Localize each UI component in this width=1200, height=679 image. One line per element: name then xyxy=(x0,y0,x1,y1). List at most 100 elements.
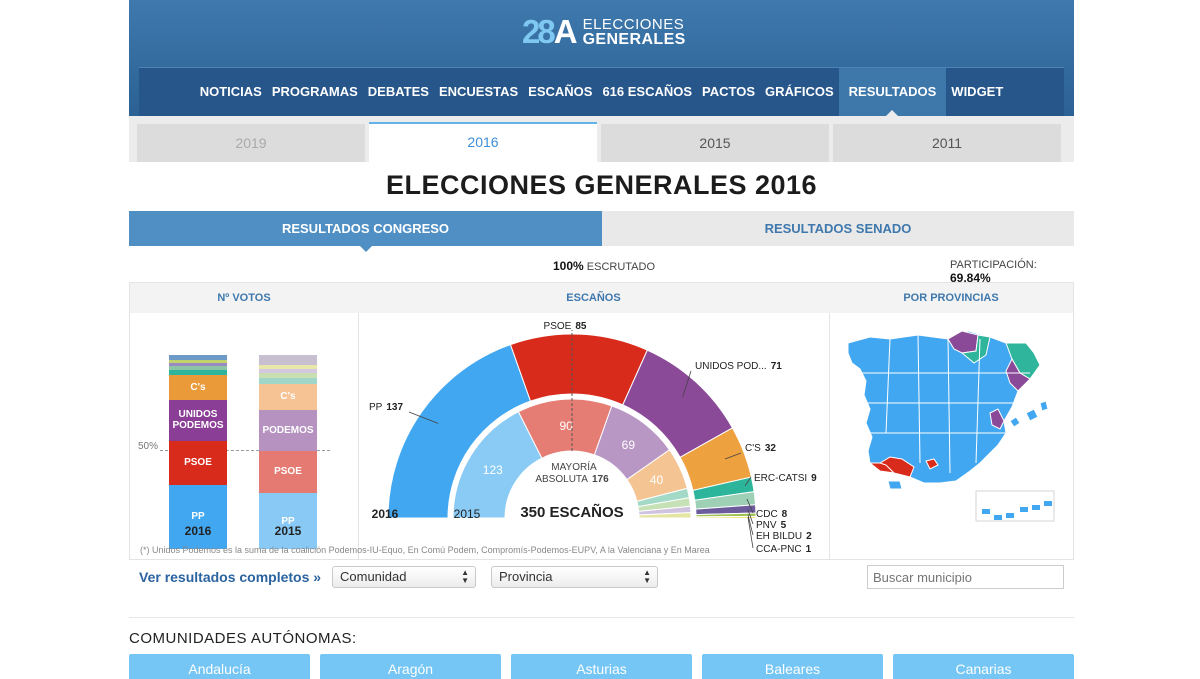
full-results-link[interactable]: Ver resultados completos » xyxy=(139,569,322,585)
nav-item-programas[interactable]: PROGRAMAS xyxy=(271,84,358,99)
community-button-canarias[interactable]: Canarias xyxy=(893,654,1074,679)
province-shape[interactable] xyxy=(1039,400,1049,412)
province-shape[interactable] xyxy=(887,480,903,490)
vote-bar-segment xyxy=(259,368,317,373)
island-shape[interactable] xyxy=(982,509,990,514)
seat-leader-line xyxy=(747,517,754,549)
party-name: ERC-CATSI xyxy=(754,473,807,484)
participation-value: 69,84% xyxy=(950,271,991,285)
majority-label: ABSOLUTA 176 xyxy=(535,474,609,485)
vote-bar-segment: PODEMOS xyxy=(259,410,317,451)
province-shape[interactable] xyxy=(989,408,1005,430)
province-shape[interactable] xyxy=(925,458,939,470)
vote-bar-segment: PP xyxy=(259,493,317,549)
island-shape[interactable] xyxy=(1006,513,1014,518)
community-button-aragon[interactable]: Aragón xyxy=(320,654,501,679)
footnote: (*) Unidos Podemos es la suma de la coal… xyxy=(140,545,710,555)
tab-senado[interactable]: RESULTADOS SENADO xyxy=(602,211,1074,246)
section-divider xyxy=(129,617,1074,618)
inner-seat-label: 40 xyxy=(650,473,664,487)
party-name: PP xyxy=(369,402,383,413)
year-tab-2016[interactable]: 2016 xyxy=(369,122,597,162)
inner-seat-arc[interactable] xyxy=(638,512,692,519)
party-seats: 32 xyxy=(765,443,777,454)
nav-item-escanos[interactable]: ESCAÑOS xyxy=(528,84,593,99)
vote-bar-segment xyxy=(169,362,227,366)
outer-seat-arc[interactable] xyxy=(509,333,649,406)
site-logo[interactable]: 28 A ELECCIONES GENERALES xyxy=(522,12,686,52)
main-nav-items: NOTICIAS PROGRAMAS DEBATES ENCUESTAS ESCAÑOS… xyxy=(139,68,1064,117)
tab-congreso[interactable]: RESULTADOS CONGRESO xyxy=(129,211,602,252)
vote-bar-segment xyxy=(169,365,227,370)
outer-ring-year-label: 2016 xyxy=(372,507,399,521)
municipality-search-input[interactable] xyxy=(867,565,1064,589)
votes-column-header: Nº VOTOS xyxy=(130,283,358,313)
year-tab-2015[interactable]: 2015 xyxy=(601,124,829,162)
community-button-baleares[interactable]: Baleares xyxy=(702,654,883,679)
vote-bar-segment xyxy=(259,377,317,384)
vote-bar-year-label: 2015 xyxy=(274,524,302,538)
province-shape[interactable] xyxy=(1009,416,1021,428)
outer-seat-label: PNV 5 xyxy=(756,520,787,531)
seats-column-header: ESCAÑOS xyxy=(358,283,829,313)
province-shape[interactable] xyxy=(960,334,991,364)
nav-item-resultados[interactable]: RESULTADOS xyxy=(838,68,947,117)
island-shape[interactable] xyxy=(1020,507,1028,512)
nav-item-noticias[interactable]: NOTICIAS xyxy=(199,84,262,99)
vote-bar-segment xyxy=(169,360,227,363)
nav-item-encuestas[interactable]: ENCUESTAS xyxy=(438,84,519,99)
province-shape[interactable] xyxy=(1025,408,1039,422)
outer-seat-label: UNIDOS POD... 71 xyxy=(695,361,782,372)
inner-ring-year-label: 2015 xyxy=(454,507,481,521)
island-shape[interactable] xyxy=(1032,505,1040,510)
page-title: ELECCIONES GENERALES 2016 xyxy=(385,170,818,200)
party-name: EH BILDU xyxy=(756,531,802,542)
select-arrows-icon: ▲ ▼ xyxy=(461,568,469,585)
participation-label: PARTICIPACIÓN: xyxy=(950,259,1037,271)
province-select[interactable]: Provincia ▲ ▼ xyxy=(491,566,658,588)
outer-seat-label: ERC-CATSI 9 xyxy=(754,473,817,484)
seat-leader-line xyxy=(724,452,742,460)
party-seats: 71 xyxy=(771,361,783,372)
vote-bar-segment: PSOE xyxy=(169,440,227,485)
nav-item-616-escanos[interactable]: 616 ESCAÑOS xyxy=(602,84,693,99)
vote-bar-segment xyxy=(259,355,317,365)
province-shape[interactable] xyxy=(878,456,915,478)
party-seats: 8 xyxy=(782,509,788,520)
logo-letter: A xyxy=(553,13,578,50)
province-border xyxy=(947,338,951,474)
participation-status: PARTICIPACIÓN: 69,84% xyxy=(950,259,1074,285)
vote-bar-segment: PP xyxy=(169,484,227,549)
total-seats-label: 350 ESCAÑOS xyxy=(520,503,623,521)
year-tab-2011[interactable]: 2011 xyxy=(833,124,1061,162)
majority-label-text: ABSOLUTA xyxy=(535,474,588,485)
party-seats: 9 xyxy=(811,473,817,484)
nav-item-widget[interactable]: WIDGET xyxy=(951,84,1004,99)
vote-bar-year-label: 2016 xyxy=(184,524,212,538)
votes-chart: 50% PP PSOE UNIDOS PODEMOS C's 2016 PP PSOE POD… xyxy=(130,313,358,561)
year-tab-2019[interactable]: 2019 xyxy=(137,124,365,162)
nav-item-pactos[interactable]: PACTOS xyxy=(702,84,756,99)
seat-leader-line xyxy=(747,514,754,536)
community-select[interactable]: Comunidad ▲ ▼ xyxy=(332,566,476,588)
canary-islands-inset xyxy=(975,490,1055,522)
island-shape[interactable] xyxy=(1044,501,1052,506)
outer-seat-arc[interactable] xyxy=(695,515,757,519)
island-shape[interactable] xyxy=(994,515,1002,520)
seat-leader-line xyxy=(746,498,754,514)
outer-seat-label: CDC 8 xyxy=(756,509,788,520)
community-select-value: Comunidad xyxy=(340,569,407,584)
scrutiny-label: ESCRUTADO xyxy=(586,261,656,273)
community-button-asturias[interactable]: Asturias xyxy=(511,654,692,679)
party-seats: 1 xyxy=(806,544,812,555)
nav-item-graficos[interactable]: GRÁFICOS xyxy=(765,84,834,99)
party-name: UNIDOS POD... xyxy=(695,361,767,372)
vote-bar-segment: C's xyxy=(259,383,317,411)
party-name: CCA-PNC xyxy=(756,544,802,555)
province-border xyxy=(917,334,921,464)
party-seats: 2 xyxy=(806,531,812,542)
province-map[interactable] xyxy=(830,313,1073,561)
community-button-andalucia[interactable]: Andalucía xyxy=(129,654,310,679)
nav-item-debates[interactable]: DEBATES xyxy=(367,84,429,99)
